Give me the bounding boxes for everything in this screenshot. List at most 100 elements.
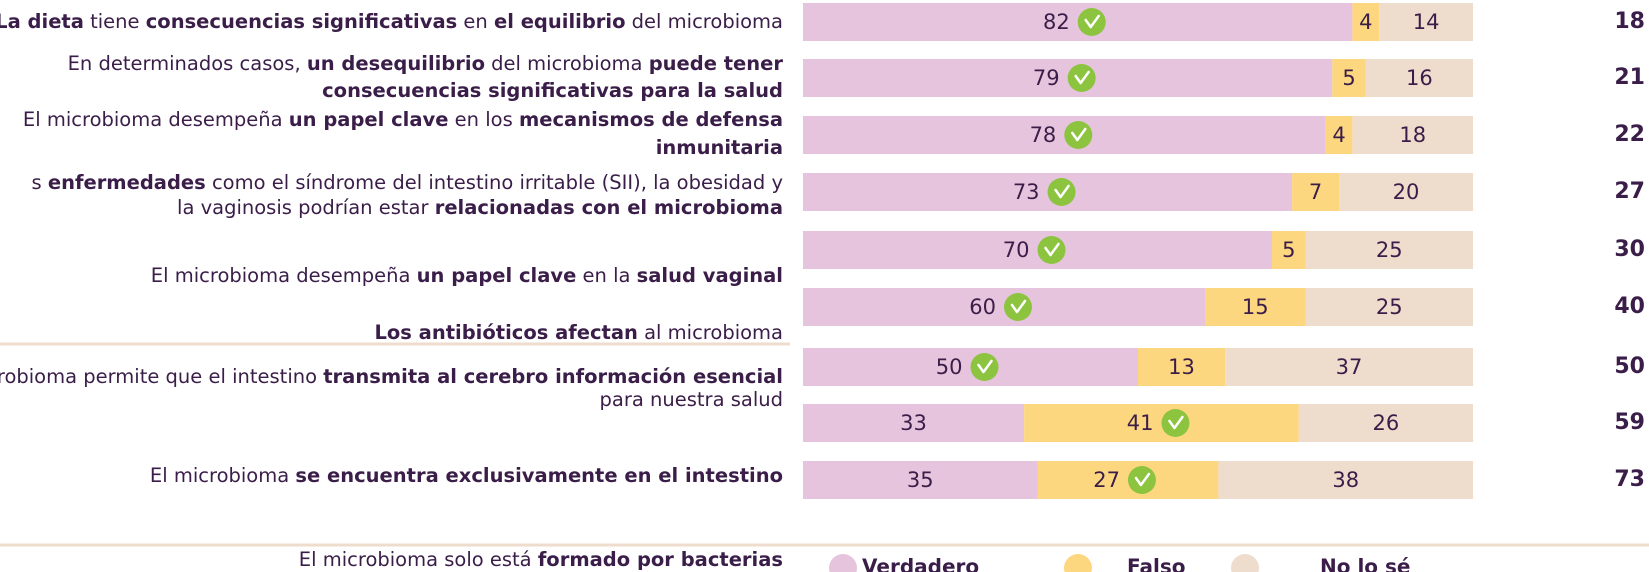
- label-part: El microbioma solo está: [299, 548, 538, 571]
- value-label: 33: [900, 411, 927, 435]
- bar-segment: [1205, 288, 1306, 326]
- value-label: 60: [969, 295, 996, 319]
- correct-check: [1047, 178, 1076, 206]
- check-circle: [1161, 409, 1190, 437]
- label-part: la vaginosis podrían estar: [177, 196, 435, 219]
- check-circle: [1127, 466, 1156, 494]
- bar-segment: [1325, 116, 1353, 154]
- value-label: 5: [1282, 238, 1295, 262]
- bar-segment: [1379, 3, 1473, 41]
- check-circle: [1004, 293, 1032, 321]
- bar-segment: [1305, 288, 1473, 326]
- bar-segment: [1305, 231, 1473, 269]
- label-part: tiene: [84, 10, 146, 33]
- check-circle: [1067, 64, 1096, 92]
- label-part: un desequilibrio: [307, 52, 485, 75]
- label-part: Los antibióticos afectan: [374, 321, 637, 344]
- check-mark: [1074, 70, 1090, 85]
- bar-segment: [1272, 231, 1306, 269]
- label-part: al microbioma: [638, 321, 783, 344]
- statement-label: El microbioma se encuentra exclusivament…: [150, 464, 783, 487]
- correct-check: [1077, 8, 1106, 36]
- check-mark: [1071, 127, 1087, 142]
- correct-check: [1127, 466, 1156, 494]
- correct-check: [1037, 236, 1066, 264]
- correct-check: [1064, 121, 1093, 149]
- label-part: transmita al cerebro información esencia…: [323, 365, 783, 388]
- check-circle: [1077, 8, 1106, 36]
- label-part: en los: [448, 108, 518, 131]
- check-mark: [1054, 184, 1070, 199]
- statement-label: En determinados casos, un desequilibrio …: [68, 52, 784, 75]
- bar-segment: [1332, 59, 1366, 97]
- label-part: para nuestra salud: [600, 388, 783, 411]
- right-value: 21: [1614, 65, 1645, 90]
- value-label: 4: [1359, 10, 1372, 34]
- bar-segment: [1225, 348, 1473, 386]
- label-part: consecuencias significativas: [146, 10, 458, 33]
- check-mark: [1044, 242, 1060, 257]
- label-part: enfermedades: [48, 171, 206, 194]
- check-mark: [1134, 472, 1151, 487]
- check-mark: [977, 359, 993, 374]
- label-part: inmunitaria: [656, 136, 783, 159]
- bar-segment: [1365, 59, 1473, 97]
- label-part: salud vaginal: [637, 264, 783, 287]
- label-part: puede tener: [649, 52, 784, 75]
- value-label: 20: [1393, 180, 1420, 204]
- label-part: como el síndrome del intestino irritable…: [206, 171, 783, 194]
- legend-swatch: [1231, 554, 1259, 572]
- value-label: 73: [1013, 180, 1040, 204]
- bar-segment: [1298, 404, 1473, 442]
- check-circle: [970, 353, 999, 381]
- value-label: 50: [936, 355, 963, 379]
- label-part: consecuencias significativas para la sal…: [322, 79, 783, 102]
- value-label: 35: [907, 468, 934, 492]
- label-part: El microbioma desempeña: [151, 264, 417, 287]
- value-label: 82: [1043, 10, 1070, 34]
- check-mark: [1084, 14, 1100, 29]
- value-label: 14: [1413, 10, 1440, 34]
- label-part: La dieta: [0, 10, 84, 33]
- value-label: 4: [1332, 123, 1345, 147]
- bar-segment: [1218, 461, 1473, 499]
- value-label: 7: [1309, 180, 1322, 204]
- bar-segment: [1138, 348, 1226, 386]
- check-mark: [1168, 415, 1184, 430]
- legend-label: Falso: [1127, 555, 1186, 572]
- value-label: 41: [1127, 411, 1154, 435]
- statement-label: s enfermedades como el síndrome del inte…: [32, 171, 783, 194]
- label-part: relacionadas con el microbioma: [435, 196, 783, 219]
- value-label: 18: [1399, 123, 1426, 147]
- value-label: 15: [1242, 295, 1269, 319]
- check-mark: [1010, 299, 1027, 314]
- label-part: El microbioma: [150, 464, 295, 487]
- correct-check: [1067, 64, 1096, 92]
- value-label: 5: [1342, 66, 1355, 90]
- statement-label: El microbioma desempeña un papel clave e…: [151, 264, 783, 287]
- right-value: 22: [1614, 122, 1645, 147]
- statement-label: El microbioma desempeña un papel clave e…: [23, 108, 783, 131]
- bar-segment: [1352, 116, 1473, 154]
- right-value: 73: [1614, 467, 1645, 492]
- right-value: 59: [1614, 410, 1645, 435]
- label-part: en la: [576, 264, 636, 287]
- legend-swatch: [829, 554, 857, 572]
- value-label: 37: [1336, 355, 1363, 379]
- statement-label: la vaginosis podrían estar relacionadas …: [177, 196, 783, 219]
- label-part: s: [32, 171, 48, 194]
- statement-label: para nuestra salud: [600, 388, 783, 411]
- correct-check: [1004, 293, 1032, 321]
- statement-label: consecuencias significativas para la sal…: [322, 79, 783, 102]
- value-label: 38: [1332, 468, 1359, 492]
- value-label: 79: [1033, 66, 1060, 90]
- statement-label: Los antibióticos afectan al microbioma: [374, 321, 783, 344]
- legend-label: Verdadero: [862, 555, 979, 572]
- value-label: 16: [1406, 66, 1433, 90]
- label-part: un papel clave: [289, 108, 449, 131]
- label-part: el equilibrio: [494, 10, 625, 33]
- right-value: 18: [1614, 9, 1645, 34]
- bar-segment: [1292, 173, 1339, 211]
- statement-label: El microbioma solo está formado por bact…: [299, 548, 783, 571]
